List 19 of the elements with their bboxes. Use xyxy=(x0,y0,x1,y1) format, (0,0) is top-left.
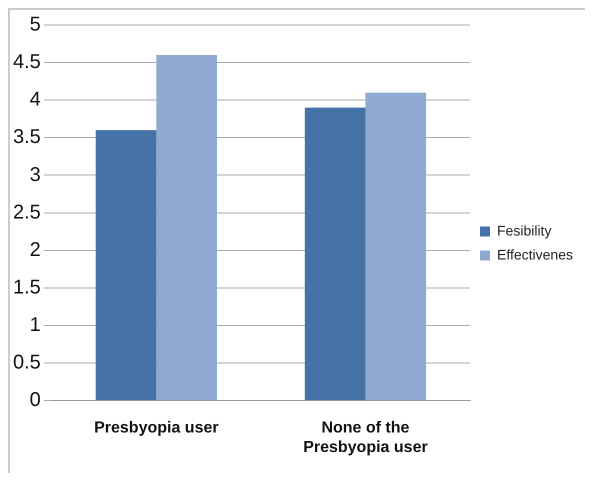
y-tick-label: 3 xyxy=(30,164,41,186)
y-tick-label: 2.5 xyxy=(12,201,41,224)
y-tick-label: 4 xyxy=(30,88,41,111)
y-tick-label: 3.5 xyxy=(12,126,41,148)
bar xyxy=(365,92,426,400)
y-tick-label: 4.5 xyxy=(12,51,41,74)
y-tick-label: 1.5 xyxy=(12,276,41,298)
y-tick-label: 1 xyxy=(30,314,41,336)
y-tick-label: 5 xyxy=(30,14,41,36)
legend-label: Effectivenes xyxy=(496,246,574,262)
bar xyxy=(304,108,366,400)
y-tick-label: 0.5 xyxy=(12,352,41,374)
bar xyxy=(96,130,156,400)
bar xyxy=(156,55,217,400)
y-tick-label: 0 xyxy=(30,389,41,412)
legend-label: Fesibility xyxy=(496,222,552,238)
y-tick-label: 2 xyxy=(30,238,41,261)
x-tick-label: Presbyopia user xyxy=(94,420,219,437)
x-tick-label: None of the Presbyopia user xyxy=(303,420,428,456)
